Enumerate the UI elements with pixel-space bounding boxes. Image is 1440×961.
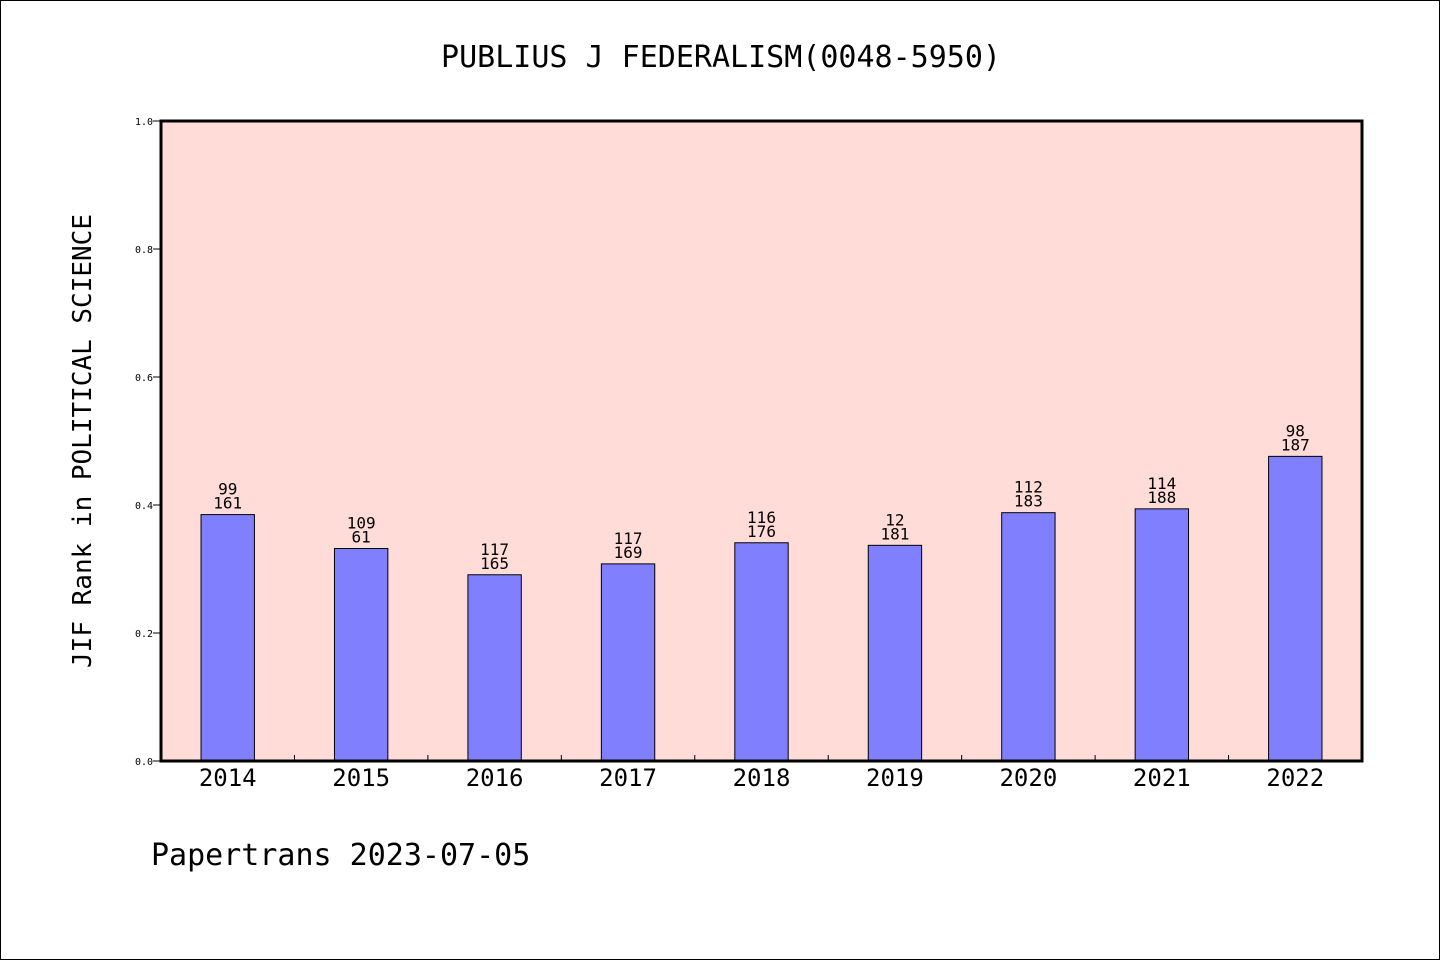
bar-label-total: 165 xyxy=(480,554,509,573)
bar-labels-group: 9916110961117165117169116176121811121831… xyxy=(213,421,1309,572)
x-tick-label: 2019 xyxy=(866,764,924,792)
x-tick-label: 2015 xyxy=(332,764,390,792)
y-axis-label: JIF Rank in POLITICAL SCIENCE xyxy=(68,214,98,668)
bar-label-total: 188 xyxy=(1147,488,1176,507)
bar-2022 xyxy=(1268,455,1323,762)
bar-label-total: 176 xyxy=(747,522,776,541)
x-tick-label: 2018 xyxy=(733,764,791,792)
plot-border xyxy=(159,119,1364,763)
bar-label-total: 161 xyxy=(213,494,242,513)
bar-label-rank: 99 xyxy=(218,480,237,499)
x-tick-label: 2016 xyxy=(466,764,524,792)
bar-label-rank: 117 xyxy=(480,540,509,559)
bar-label-rank: 98 xyxy=(1286,421,1305,440)
bar-label-rank: 114 xyxy=(1147,474,1176,493)
bar-label-rank: 12 xyxy=(885,510,904,529)
bar-2019 xyxy=(867,544,923,762)
x-tick-label: 2014 xyxy=(199,764,257,792)
x-tick-label: 2021 xyxy=(1133,764,1191,792)
bar-label-total: 169 xyxy=(614,543,643,562)
y-tick-label: 0.8 xyxy=(135,245,153,256)
bar-2015 xyxy=(333,548,389,762)
bar-2016 xyxy=(467,574,522,762)
x-tick-label: 2020 xyxy=(999,764,1057,792)
bar-2020 xyxy=(1001,512,1056,762)
bar-label-total: 187 xyxy=(1281,435,1310,454)
y-ticks-group: 0.0 0.2 0.4 0.6 0.8 1.0 xyxy=(135,117,161,768)
bar-label-total: 183 xyxy=(1014,492,1043,511)
y-tick-label: 0.6 xyxy=(135,373,153,384)
chart-title: PUBLIUS J FEDERALISM(0048-5950) xyxy=(441,40,1001,75)
x-tick-label: 2017 xyxy=(599,764,657,792)
bar-2018 xyxy=(734,542,789,762)
bar-label-rank: 112 xyxy=(1014,478,1043,497)
bars-group xyxy=(200,455,1323,762)
y-tick-label: 0.4 xyxy=(135,501,153,512)
bar-label-rank: 109 xyxy=(347,514,376,533)
bar-label-total: 181 xyxy=(880,524,909,543)
bar-label-rank: 117 xyxy=(614,529,643,548)
x-tick-label: 2022 xyxy=(1266,764,1324,792)
bar-2017 xyxy=(600,563,656,762)
bar-2014 xyxy=(200,514,255,762)
footer-text: Papertrans 2023-07-05 xyxy=(151,838,530,873)
bar-label-total: 61 xyxy=(352,528,371,547)
y-tick-label: 0.0 xyxy=(135,757,153,768)
bar-label-rank: 116 xyxy=(747,508,776,527)
y-tick-label: 0.2 xyxy=(135,629,153,640)
y-tick-label: 1.0 xyxy=(135,117,153,128)
bar-2021 xyxy=(1134,508,1190,762)
x-ticks-group: 2014 2015 2016 2017 2018 2019 2020 2021 2022 xyxy=(199,755,1324,792)
